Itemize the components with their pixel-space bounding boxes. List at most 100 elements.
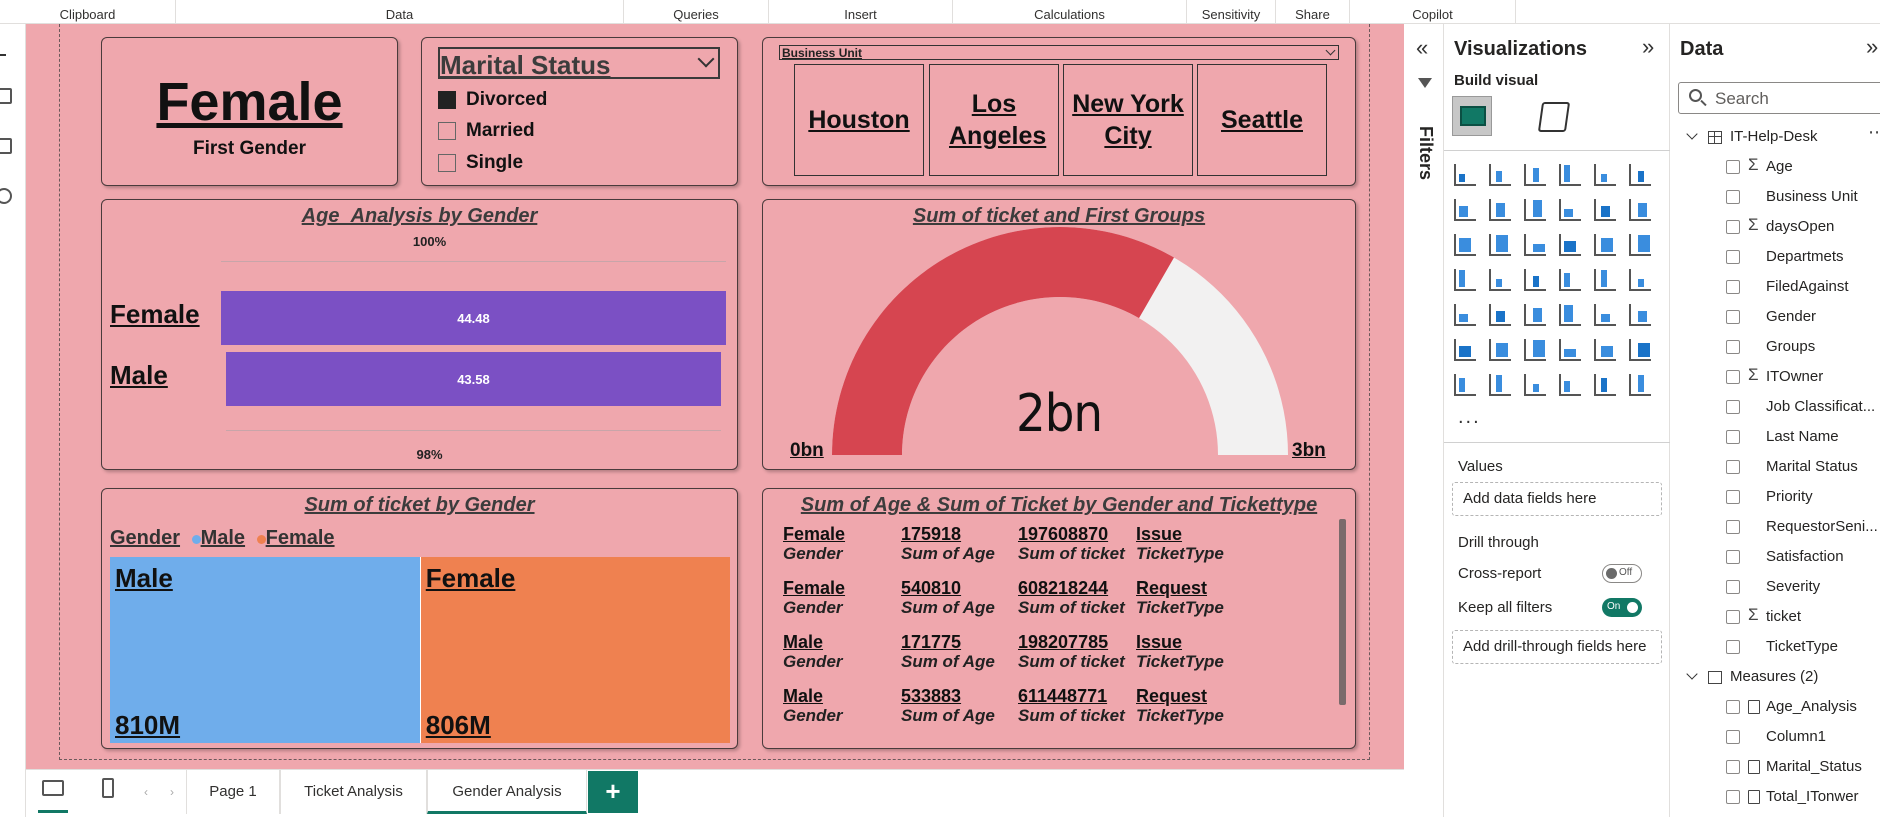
field-item[interactable]: Severity (1670, 572, 1880, 602)
prev-page-icon[interactable]: ‹ (144, 785, 148, 799)
tile-new-york-city[interactable]: New York City (1063, 64, 1193, 176)
bar-male[interactable]: 43.58 (226, 352, 721, 406)
visual-type-icon[interactable] (1559, 234, 1581, 256)
visual-type-icon[interactable] (1489, 234, 1511, 256)
legend-item-male[interactable]: Male (200, 527, 246, 549)
visual-type-icon[interactable] (1524, 374, 1546, 396)
business-unit-header[interactable]: Business Unit (779, 45, 1339, 60)
ribbon-group-sensitivity[interactable]: Sensitivity (1187, 0, 1276, 24)
ribbon-group-calculations[interactable]: Calculations (953, 0, 1187, 24)
keep-all-filters-toggle[interactable]: On (1602, 598, 1642, 617)
gauge-fill[interactable] (832, 227, 1174, 455)
visual-type-icon[interactable] (1489, 339, 1511, 361)
field-item[interactable]: Σ Age (1670, 152, 1880, 182)
field-checkbox[interactable] (1726, 190, 1740, 204)
field-item[interactable]: Business Unit (1670, 182, 1880, 212)
visual-type-icon[interactable] (1454, 339, 1476, 361)
collapse-pane-icon[interactable]: » (1642, 34, 1655, 59)
more-options-icon[interactable]: ⋯ (1868, 122, 1880, 142)
visual-type-icon[interactable] (1559, 199, 1581, 221)
tile-houston[interactable]: Houston (794, 64, 924, 176)
visual-type-icon[interactable] (1559, 374, 1581, 396)
collapse-data-icon[interactable]: » (1866, 34, 1879, 59)
model-view-icon[interactable] (0, 138, 12, 154)
visual-type-icon[interactable] (1594, 304, 1616, 326)
visual-type-icon[interactable] (1524, 269, 1546, 291)
ribbon-group-share[interactable]: Share (1276, 0, 1350, 24)
visual-type-icon[interactable] (1524, 234, 1546, 256)
field-checkbox[interactable] (1726, 490, 1740, 504)
field-checkbox[interactable] (1726, 580, 1740, 594)
slicer-header[interactable]: Marital Status (438, 47, 720, 80)
mobile-layout-icon[interactable] (102, 778, 114, 798)
tile-seattle[interactable]: Seattle (1197, 64, 1327, 176)
measure-item[interactable]: Age_Analysis (1670, 692, 1880, 722)
visual-type-icon[interactable] (1489, 199, 1511, 221)
field-checkbox[interactable] (1726, 640, 1740, 654)
field-item[interactable]: Marital Status (1670, 452, 1880, 482)
field-item[interactable]: Groups (1670, 332, 1880, 362)
report-view-icon[interactable] (0, 42, 6, 56)
age-ticket-table[interactable]: Sum of Age & Sum of Ticket by Gender and… (762, 488, 1356, 749)
field-item[interactable]: Satisfaction (1670, 542, 1880, 572)
add-data-fields-well[interactable]: Add data fields here (1452, 482, 1662, 516)
visual-type-icon[interactable] (1454, 374, 1476, 396)
format-visual-icon[interactable] (1537, 102, 1571, 132)
bar-female[interactable]: 44.48 (221, 291, 726, 345)
visual-type-icon[interactable] (1594, 269, 1616, 291)
visual-type-icon[interactable] (1559, 339, 1581, 361)
ribbon-group-insert[interactable]: Insert (769, 0, 953, 24)
table-node-it-help-desk[interactable]: IT-Help-Desk ⋯ (1670, 122, 1880, 152)
field-item[interactable]: TicketType (1670, 632, 1880, 662)
next-page-icon[interactable]: › (170, 785, 174, 799)
visual-type-icon[interactable] (1629, 304, 1651, 326)
table-row[interactable]: Male Gender 171775 Sum of Age 198207785 Sum o… (783, 632, 1333, 682)
add-page-button[interactable]: + (588, 771, 638, 813)
visual-type-icon[interactable] (1594, 374, 1616, 396)
visual-type-icon[interactable] (1489, 374, 1511, 396)
tile-los-angeles[interactable]: Los Angeles (929, 64, 1059, 176)
field-item[interactable]: Priority (1670, 482, 1880, 512)
visual-type-icon[interactable] (1629, 269, 1651, 291)
tab-page-1[interactable]: Page 1 (186, 770, 280, 814)
field-checkbox[interactable] (1726, 370, 1740, 384)
field-item[interactable]: Job Classificat... (1670, 392, 1880, 422)
table-row[interactable]: Female Gender 175918 Sum of Age 197608870 Sum… (783, 524, 1333, 574)
table-node-measures[interactable]: Measures (2) (1670, 662, 1880, 692)
field-checkbox[interactable] (1726, 340, 1740, 354)
field-checkbox[interactable] (1726, 700, 1740, 714)
field-item[interactable]: FiledAgainst (1670, 272, 1880, 302)
field-checkbox[interactable] (1726, 790, 1740, 804)
checkbox[interactable] (438, 154, 456, 172)
field-checkbox[interactable] (1726, 430, 1740, 444)
measure-item[interactable]: Marital_Status (1670, 752, 1880, 782)
add-drill-fields-well[interactable]: Add drill-through fields here (1452, 630, 1662, 664)
visual-type-icon[interactable] (1559, 269, 1581, 291)
field-checkbox[interactable] (1726, 310, 1740, 324)
data-search-box[interactable]: Search (1678, 82, 1880, 114)
expand-filters-icon[interactable]: « (1416, 35, 1429, 60)
visual-type-icon[interactable] (1524, 199, 1546, 221)
field-checkbox[interactable] (1726, 730, 1740, 744)
table-view-icon[interactable] (0, 88, 12, 104)
field-item[interactable]: Gender (1670, 302, 1880, 332)
field-checkbox[interactable] (1726, 220, 1740, 234)
field-checkbox[interactable] (1726, 400, 1740, 414)
cross-report-toggle[interactable]: Off (1602, 564, 1642, 583)
visual-type-icon[interactable] (1524, 164, 1546, 186)
visual-type-icon[interactable] (1454, 304, 1476, 326)
field-checkbox[interactable] (1726, 250, 1740, 264)
treemap-tile-male[interactable]: Male 810M (110, 557, 421, 743)
table-row[interactable]: Female Gender 540810 Sum of Age 608218244 Sum… (783, 578, 1333, 628)
ribbon-group-clipboard[interactable]: Clipboard (0, 0, 176, 24)
visual-type-icon[interactable] (1594, 339, 1616, 361)
field-checkbox[interactable] (1726, 610, 1740, 624)
visual-type-icon[interactable] (1454, 199, 1476, 221)
measure-item[interactable]: Column1 (1670, 722, 1880, 752)
field-checkbox[interactable] (1726, 160, 1740, 174)
visual-type-icon[interactable] (1594, 199, 1616, 221)
dax-query-icon[interactable] (0, 188, 12, 204)
filters-label[interactable]: Filters (1416, 126, 1436, 181)
checkbox-checked[interactable] (438, 91, 456, 109)
